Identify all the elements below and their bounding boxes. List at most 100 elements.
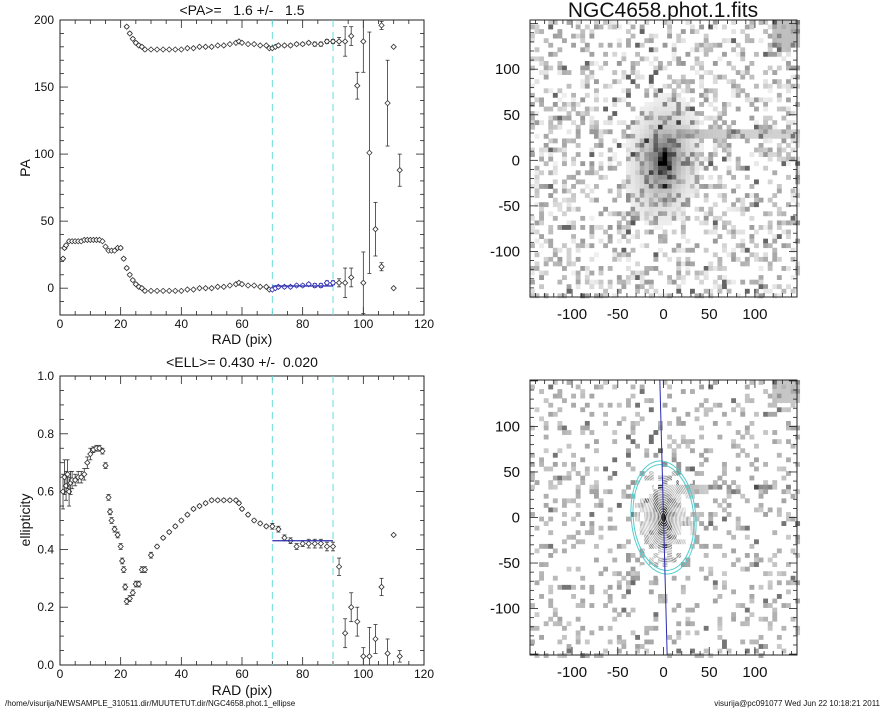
image-top-pixel bbox=[630, 152, 636, 157]
image-top-pixel bbox=[626, 92, 631, 98]
image-top-pixel bbox=[658, 238, 663, 244]
image-top-pixel bbox=[543, 184, 549, 189]
image-bottom-pixel bbox=[658, 534, 663, 540]
image-top-pixel bbox=[635, 42, 641, 48]
image-top-pixel bbox=[685, 202, 691, 208]
image-bottom-pixel bbox=[699, 425, 705, 431]
image-top-pixel bbox=[548, 152, 554, 157]
image-top-pixel bbox=[667, 115, 673, 121]
image-bottom-pixel bbox=[744, 616, 750, 622]
image-top-pixel bbox=[667, 106, 673, 112]
image-bottom-pixel bbox=[534, 548, 540, 554]
image-top-pixel bbox=[635, 70, 641, 75]
image-top-pixel bbox=[580, 188, 586, 194]
pa-data-point bbox=[341, 279, 349, 286]
image-top-pixel bbox=[744, 288, 750, 294]
image-top-pixel bbox=[662, 97, 668, 103]
image-top-pixel bbox=[776, 65, 782, 71]
image-top-pixel bbox=[626, 220, 631, 226]
image-top-pixel bbox=[616, 193, 622, 198]
image-top-pixel bbox=[653, 111, 659, 116]
image-top-pixel bbox=[726, 61, 732, 66]
image-bottom-pixel bbox=[680, 584, 686, 590]
image-top-pixel bbox=[630, 24, 636, 30]
image-top-pixel bbox=[562, 102, 567, 107]
pa-data-point bbox=[202, 285, 209, 292]
image-top-pixel bbox=[676, 115, 682, 121]
pa-data-point bbox=[172, 287, 179, 295]
image-top-pixel bbox=[557, 70, 563, 75]
ell-data-point bbox=[105, 494, 112, 501]
image-top-pixel bbox=[763, 124, 769, 130]
image-bottom-pixel bbox=[685, 616, 691, 622]
image-top-pixel bbox=[726, 147, 732, 153]
image-top-pixel bbox=[699, 279, 705, 285]
image-top-pixel bbox=[612, 97, 618, 103]
image-top-pixel bbox=[790, 29, 796, 34]
image-top-pixel bbox=[772, 129, 778, 135]
image-bottom-pixel bbox=[703, 625, 709, 631]
image-bottom-x-tick-label: -50 bbox=[607, 664, 629, 681]
image-top-pixel bbox=[648, 38, 654, 44]
image-top-pixel bbox=[580, 161, 586, 167]
image-top-pixel bbox=[722, 225, 727, 230]
image-bottom-pixel bbox=[758, 584, 764, 590]
image-bottom-pixel bbox=[612, 439, 618, 445]
image-bottom-pixel bbox=[653, 516, 659, 522]
ell-data-point bbox=[235, 499, 243, 507]
image-top-pixel bbox=[612, 247, 618, 253]
image-top-pixel bbox=[648, 124, 654, 130]
image-top-pixel bbox=[795, 33, 801, 39]
image-top-pixel bbox=[635, 165, 641, 171]
image-top-pixel bbox=[767, 229, 773, 235]
image-bottom-pixel bbox=[795, 389, 801, 394]
image-bottom-pixel bbox=[694, 416, 700, 422]
image-top-pixel bbox=[589, 124, 595, 130]
image-top-pixel bbox=[786, 20, 791, 25]
image-top-pixel bbox=[776, 42, 782, 48]
image-top-pixel bbox=[667, 24, 673, 30]
image-bottom-pixel bbox=[626, 539, 631, 545]
image-top-pixel bbox=[644, 188, 650, 194]
image-top-pixel bbox=[584, 193, 590, 198]
image-bottom-pixel bbox=[644, 625, 650, 631]
image-top-pixel bbox=[671, 170, 677, 176]
image-top-pixel bbox=[539, 156, 545, 162]
image-top-pixel bbox=[685, 115, 691, 121]
ell-data-point bbox=[299, 540, 306, 547]
image-bottom-isophote bbox=[636, 471, 691, 564]
image-bottom-pixel bbox=[580, 539, 586, 545]
pa-data-point bbox=[220, 42, 227, 49]
image-top-pixel bbox=[584, 65, 590, 71]
image-top-pixel bbox=[680, 211, 686, 217]
image-top-pixel bbox=[772, 202, 778, 208]
image-bottom-pixel bbox=[754, 457, 759, 463]
image-bottom-pixel bbox=[653, 525, 659, 531]
image-bottom-pixel bbox=[680, 434, 686, 440]
image-top-pixel bbox=[740, 211, 746, 217]
image-bottom-pixel bbox=[703, 489, 709, 495]
image-top-pixel bbox=[589, 170, 595, 176]
image-bottom-pixel bbox=[795, 521, 801, 526]
image-bottom-pixel bbox=[626, 580, 631, 586]
image-bottom-pixel bbox=[543, 543, 549, 549]
image-top-pixel bbox=[653, 225, 659, 230]
image-top-pixel bbox=[763, 165, 769, 171]
image-top-pixel bbox=[539, 243, 545, 249]
image-top-pixel bbox=[680, 261, 686, 267]
image-bottom-pixel bbox=[749, 420, 755, 426]
image-top-pixel bbox=[621, 284, 627, 290]
image-bottom-pixel bbox=[630, 580, 636, 586]
image-top-pixel bbox=[644, 243, 650, 249]
image-bottom-pixel bbox=[667, 507, 673, 513]
image-top-pixel bbox=[557, 88, 563, 94]
image-top-pixel bbox=[603, 20, 609, 25]
image-top-pixel bbox=[671, 79, 677, 85]
image-top-pixel bbox=[744, 193, 750, 198]
ell-data-point bbox=[153, 543, 161, 550]
image-top-pixel bbox=[571, 220, 577, 226]
image-bottom-isophote bbox=[642, 481, 685, 554]
image-top-pixel bbox=[607, 211, 613, 217]
image-bottom-pixel bbox=[653, 430, 659, 435]
image-top-pixel bbox=[772, 38, 778, 44]
